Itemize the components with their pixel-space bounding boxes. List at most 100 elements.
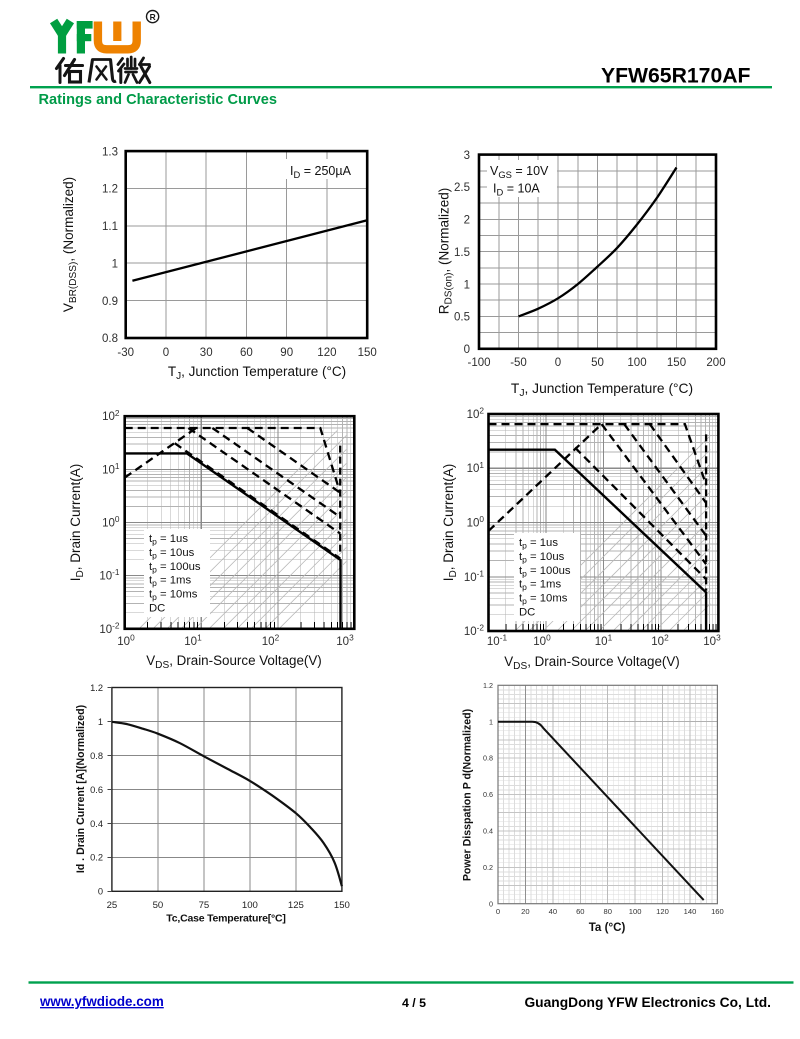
svg-text:103: 103 <box>336 633 354 648</box>
svg-text:1.2: 1.2 <box>102 184 118 196</box>
svg-text:2: 2 <box>464 215 470 227</box>
svg-text:160: 160 <box>711 907 724 916</box>
svg-text:VDS, Drain-Source Voltage(V): VDS, Drain-Source Voltage(V) <box>146 653 322 671</box>
svg-text:0.6: 0.6 <box>483 790 493 799</box>
svg-text:25: 25 <box>107 900 118 911</box>
svg-text:1: 1 <box>98 717 103 727</box>
svg-text:Ta (°C): Ta (°C) <box>589 921 626 934</box>
svg-text:0.2: 0.2 <box>483 863 493 872</box>
svg-text:50: 50 <box>153 900 164 911</box>
svg-text:tp = 10ms: tp = 10ms <box>519 593 568 607</box>
svg-text:102: 102 <box>262 633 280 648</box>
svg-text:tp = 1us: tp = 1us <box>149 533 188 547</box>
svg-text:150: 150 <box>667 357 686 369</box>
svg-text:ID = 250µA: ID = 250µA <box>290 164 352 180</box>
svg-text:150: 150 <box>334 900 350 911</box>
svg-text:tp = 10us: tp = 10us <box>519 551 565 565</box>
svg-text:1: 1 <box>464 279 470 291</box>
svg-text:100: 100 <box>117 633 135 648</box>
svg-text:Ratings and Characteristic Cur: Ratings and Characteristic Curves <box>39 92 277 108</box>
svg-text:10-1: 10-1 <box>487 633 508 648</box>
svg-text:tp = 100us: tp = 100us <box>149 561 201 575</box>
svg-text:90: 90 <box>280 347 293 359</box>
svg-text:60: 60 <box>240 347 253 359</box>
svg-text:0: 0 <box>98 887 103 897</box>
svg-text:0: 0 <box>489 899 493 908</box>
svg-text:VDS, Drain-Source Voltage(V): VDS, Drain-Source Voltage(V) <box>504 654 680 672</box>
svg-text:1.5: 1.5 <box>454 247 470 259</box>
svg-text:ID, Drain Current(A): ID, Drain Current(A) <box>68 464 86 582</box>
svg-text:10-2: 10-2 <box>464 623 485 638</box>
svg-text:VBR(DSS), (Normalized): VBR(DSS), (Normalized) <box>61 177 79 312</box>
svg-text:0.6: 0.6 <box>90 785 103 795</box>
svg-text:150: 150 <box>358 347 377 359</box>
svg-text:80: 80 <box>603 907 611 916</box>
svg-text:0.5: 0.5 <box>454 312 470 324</box>
svg-text:20: 20 <box>521 907 529 916</box>
svg-text:0: 0 <box>163 347 169 359</box>
svg-text:VGS = 10V: VGS = 10V <box>490 164 549 180</box>
svg-text:0.4: 0.4 <box>483 827 493 836</box>
svg-text:ID = 10A: ID = 10A <box>493 182 540 198</box>
svg-text:0: 0 <box>555 357 561 369</box>
svg-text:1: 1 <box>489 717 493 726</box>
svg-text:Tc,Case Temperature[°C]: Tc,Case Temperature[°C] <box>166 913 285 925</box>
svg-text:101: 101 <box>102 461 120 476</box>
svg-text:102: 102 <box>651 633 669 648</box>
svg-text:101: 101 <box>595 633 613 648</box>
svg-text:0.8: 0.8 <box>102 333 118 345</box>
svg-text:0.2: 0.2 <box>90 853 103 863</box>
svg-text:0: 0 <box>464 344 470 356</box>
svg-text:TJ, Junction Temperature (°C): TJ, Junction Temperature (°C) <box>511 381 693 399</box>
svg-text:-30: -30 <box>117 347 134 359</box>
svg-text:tp = 1ms: tp = 1ms <box>519 579 561 593</box>
svg-text:RDS(on), (Normalized): RDS(on), (Normalized) <box>437 188 455 315</box>
svg-text:www.yfwdiode.com: www.yfwdiode.com <box>39 994 164 1009</box>
svg-text:TJ, Junction Temperature (°C): TJ, Junction Temperature (°C) <box>168 364 346 382</box>
svg-text:101: 101 <box>184 633 202 648</box>
svg-text:tp = 100us: tp = 100us <box>519 565 571 579</box>
svg-text:GuangDong YFW Electronics Co,: GuangDong YFW Electronics Co, Ltd. <box>524 995 771 1010</box>
svg-text:100: 100 <box>629 907 642 916</box>
svg-text:75: 75 <box>199 900 210 911</box>
svg-text:102: 102 <box>467 406 485 421</box>
svg-text:100: 100 <box>627 357 646 369</box>
svg-text:3: 3 <box>464 150 470 162</box>
svg-text:100: 100 <box>242 900 258 911</box>
svg-text:10-1: 10-1 <box>99 567 120 582</box>
svg-text:0: 0 <box>496 907 500 916</box>
svg-text:DC: DC <box>149 603 165 615</box>
svg-text:140: 140 <box>684 907 697 916</box>
svg-text:0.8: 0.8 <box>90 751 103 761</box>
svg-text:2.5: 2.5 <box>454 182 470 194</box>
svg-text:100: 100 <box>102 514 120 529</box>
svg-text:tp = 10us: tp = 10us <box>149 547 195 561</box>
svg-text:103: 103 <box>703 633 721 648</box>
svg-text:-100: -100 <box>467 357 490 369</box>
svg-text:125: 125 <box>288 900 304 911</box>
svg-text:50: 50 <box>591 357 604 369</box>
svg-text:10-2: 10-2 <box>99 620 120 635</box>
svg-text:40: 40 <box>549 907 557 916</box>
svg-text:1.2: 1.2 <box>483 681 493 690</box>
svg-text:4 / 5: 4 / 5 <box>402 996 426 1010</box>
svg-text:1.1: 1.1 <box>102 221 118 233</box>
svg-text:1.3: 1.3 <box>102 146 118 158</box>
svg-text:60: 60 <box>576 907 584 916</box>
svg-text:120: 120 <box>317 347 336 359</box>
svg-text:0.8: 0.8 <box>483 754 493 763</box>
svg-text:YFW65R170AF: YFW65R170AF <box>601 65 751 88</box>
svg-text:30: 30 <box>200 347 213 359</box>
svg-text:200: 200 <box>706 357 725 369</box>
svg-text:tp = 1us: tp = 1us <box>519 537 558 551</box>
svg-text:120: 120 <box>656 907 669 916</box>
svg-text:tp = 1ms: tp = 1ms <box>149 575 191 589</box>
svg-text:DC: DC <box>519 607 535 619</box>
svg-text:0.4: 0.4 <box>90 819 103 829</box>
svg-text:1.2: 1.2 <box>90 683 103 693</box>
svg-text:R: R <box>150 12 156 22</box>
svg-text:Id . Drain Current [A](Normal: Id . Drain Current [A](Normalized) <box>75 705 87 873</box>
svg-text:Power Disspation P d(Normaliz: Power Disspation P d(Normalized) <box>462 709 474 881</box>
svg-text:tp = 10ms: tp = 10ms <box>149 589 198 603</box>
svg-text:1: 1 <box>112 258 118 270</box>
